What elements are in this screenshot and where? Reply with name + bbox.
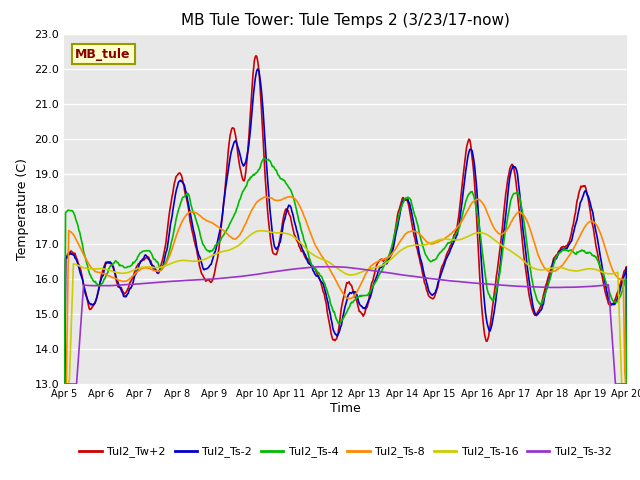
Text: MB_tule: MB_tule (76, 48, 131, 60)
Y-axis label: Temperature (C): Temperature (C) (16, 158, 29, 260)
X-axis label: Time: Time (330, 402, 361, 415)
Legend: Tul2_Tw+2, Tul2_Ts-2, Tul2_Ts-4, Tul2_Ts-8, Tul2_Ts-16, Tul2_Ts-32: Tul2_Tw+2, Tul2_Ts-2, Tul2_Ts-4, Tul2_Ts… (75, 442, 616, 462)
Title: MB Tule Tower: Tule Temps 2 (3/23/17-now): MB Tule Tower: Tule Temps 2 (3/23/17-now… (181, 13, 510, 28)
